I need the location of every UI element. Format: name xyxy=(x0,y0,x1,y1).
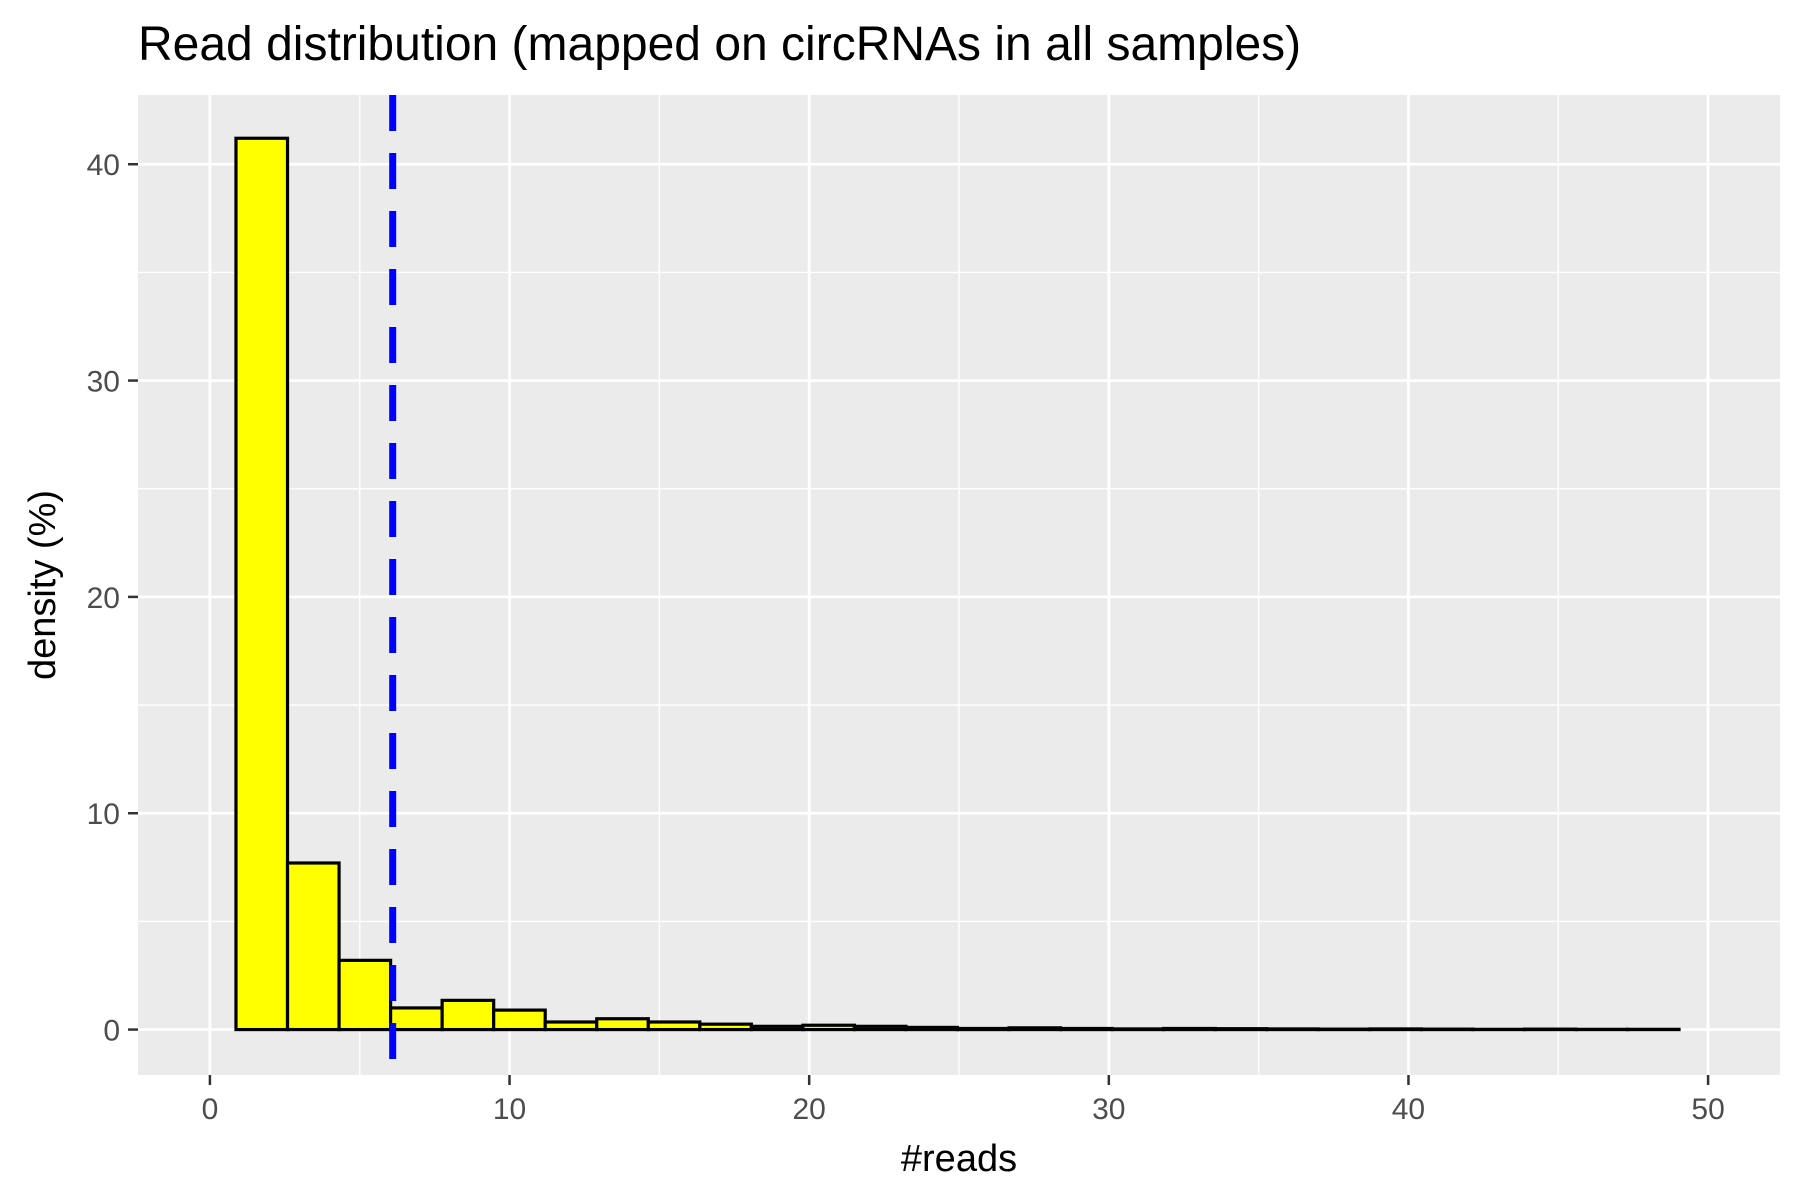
histogram-bar xyxy=(1110,1027,1166,1032)
histogram-bar xyxy=(543,1020,599,1032)
y-tick-label: 40 xyxy=(87,149,120,182)
y-tick-label: 20 xyxy=(87,582,120,615)
x-tick-label: 30 xyxy=(1092,1093,1125,1126)
x-tick-label: 40 xyxy=(1392,1093,1425,1126)
histogram-bar xyxy=(337,958,393,1032)
histogram-bar xyxy=(1213,1027,1269,1032)
histogram-bar xyxy=(285,861,341,1032)
x-tick-label: 10 xyxy=(493,1093,526,1126)
y-tick-label: 0 xyxy=(103,1015,120,1048)
x-axis: 0 10 20 30 40 50 xyxy=(202,1075,1725,1126)
x-axis-title: #reads xyxy=(901,1138,1017,1180)
histogram-bar xyxy=(698,1022,753,1032)
histogram-bar xyxy=(955,1026,1011,1032)
x-tick-label: 20 xyxy=(792,1093,825,1126)
histogram-bar xyxy=(646,1020,702,1032)
y-tick-label: 10 xyxy=(87,798,120,831)
histogram-bar xyxy=(1058,1026,1114,1032)
histogram-bar xyxy=(234,136,290,1032)
histogram-bar xyxy=(904,1025,960,1032)
histogram-bar xyxy=(388,1006,444,1032)
chart-title: Read distribution (mapped on circRNAs in… xyxy=(138,18,1301,71)
histogram-bar xyxy=(595,1017,650,1032)
histogram-bars xyxy=(234,136,1681,1032)
histogram-bar xyxy=(801,1023,857,1032)
histogram-bar xyxy=(1265,1027,1320,1032)
y-axis-title: density (%) xyxy=(22,490,64,680)
histogram-bar xyxy=(1007,1026,1063,1032)
histogram-bar xyxy=(440,998,496,1032)
minor-gridlines xyxy=(138,95,1780,1075)
histogram-bar xyxy=(1162,1026,1217,1032)
histogram-bar xyxy=(492,1008,547,1032)
histogram-bar xyxy=(852,1024,908,1032)
histogram-bar xyxy=(749,1024,805,1032)
y-axis: 0 10 20 30 40 xyxy=(87,149,138,1048)
x-tick-label: 0 xyxy=(202,1093,219,1126)
y-tick-label: 30 xyxy=(87,366,120,399)
x-tick-label: 50 xyxy=(1691,1093,1724,1126)
histogram-bar xyxy=(1368,1027,1423,1032)
